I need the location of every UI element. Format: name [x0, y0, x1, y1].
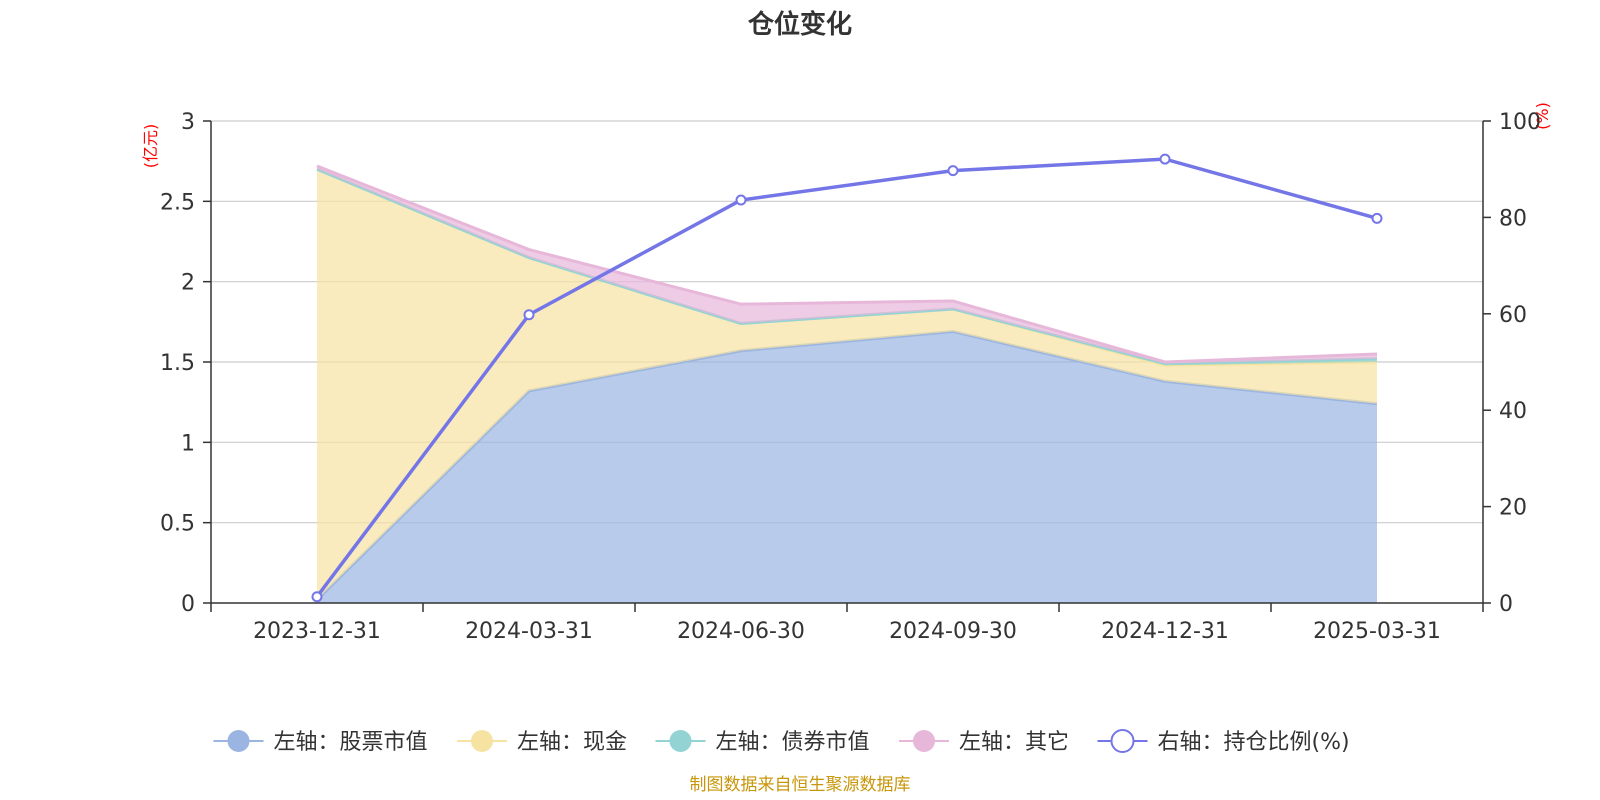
- right-tick-label-1: 20: [1499, 496, 1527, 521]
- legend-marker-1: [471, 730, 493, 752]
- x-tick-label-1: 2024-03-31: [465, 619, 593, 644]
- stacked-areas: [315, 164, 1378, 603]
- legend-label-0: 左轴：股票市值: [274, 730, 428, 755]
- right-tick-label-2: 40: [1499, 399, 1527, 424]
- legend-label-4: 右轴：持仓比例(%): [1158, 730, 1350, 755]
- x-tick-label-2: 2024-06-30: [677, 619, 805, 644]
- ratio-point-2: [735, 194, 747, 206]
- right-tick-label-4: 80: [1499, 206, 1527, 231]
- x-tick-label-3: 2024-09-30: [889, 619, 1017, 644]
- ratio-point-5: [1371, 212, 1383, 224]
- ratio-point-4: [1159, 153, 1171, 165]
- legend-marker-2: [669, 730, 692, 752]
- ratio-point-0: [311, 591, 323, 603]
- legend-marker-0: [227, 730, 250, 752]
- x-tick-label-5: 2025-03-31: [1313, 619, 1441, 644]
- area-edge-3: [316, 164, 1378, 364]
- right-axis-unit: (%): [1533, 102, 1552, 130]
- left-tick-label-5: 2.5: [160, 190, 195, 215]
- chart-title: 仓位变化: [747, 9, 852, 40]
- left-tick-label-1: 0.5: [160, 512, 195, 537]
- legend-label-2: 左轴：债券市值: [716, 730, 870, 755]
- axes: 0 0.5 1 1.5 2 2.5 3 0 20 40 60 80 100 2023-12-31 2024-…: [160, 110, 1541, 644]
- x-tick-label-0: 2023-12-31: [253, 619, 381, 644]
- ratio-point-3: [947, 165, 959, 177]
- x-tick-label-4: 2024-12-31: [1101, 619, 1229, 644]
- left-tick-label-3: 1.5: [160, 351, 195, 376]
- right-tick-label-5: 100: [1499, 110, 1541, 135]
- left-tick-label-2: 1: [181, 431, 195, 456]
- left-tick-label-6: 3: [181, 110, 195, 135]
- area-series-1: [317, 169, 1377, 600]
- area-series-0: [317, 331, 1377, 603]
- ratio-line: [311, 153, 1383, 603]
- ratio-line-path: [315, 157, 1378, 598]
- data-source: 制图数据来自恒生聚源数据库: [690, 775, 911, 795]
- left-tick-label-0: 0: [181, 592, 195, 617]
- legend-label-3: 左轴：其它: [959, 730, 1069, 755]
- left-axis-unit: (亿元): [141, 124, 160, 169]
- legend-marker-4: [1110, 729, 1135, 753]
- left-tick-label-4: 2: [181, 271, 195, 296]
- right-tick-label-0: 0: [1499, 592, 1513, 617]
- legend: 左轴：股票市值 左轴：现金 左轴：债券市值 左轴：其它 右轴：持仓比例(%): [213, 729, 1350, 755]
- legend-label-1: 左轴：现金: [517, 730, 627, 755]
- right-tick-label-3: 60: [1499, 303, 1527, 328]
- ratio-point-1: [523, 309, 535, 321]
- legend-marker-3: [913, 730, 935, 752]
